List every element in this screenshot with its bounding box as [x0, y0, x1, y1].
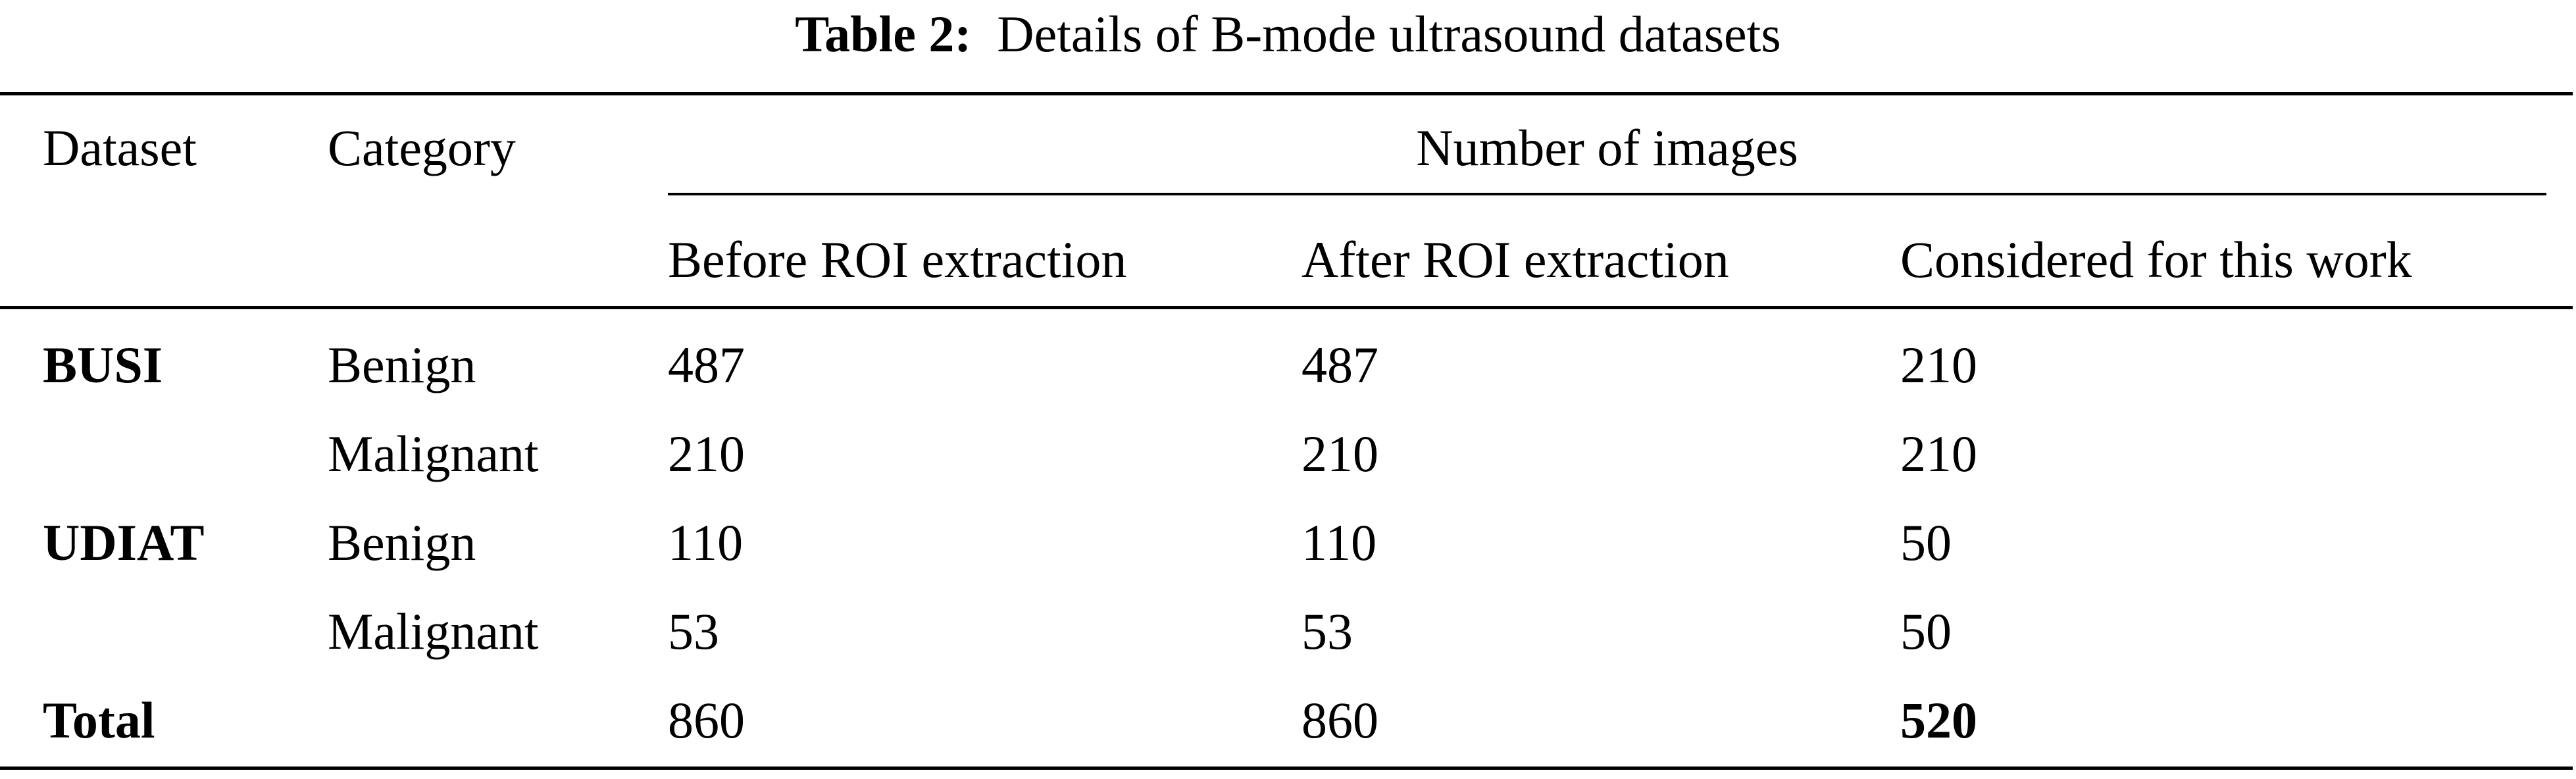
cell-dataset: BUSI	[43, 336, 163, 393]
cell-after: 210	[1301, 425, 1378, 482]
header-after-roi: After ROI extraction	[1301, 231, 1729, 288]
cell-category: Malignant	[328, 425, 539, 482]
cell-dataset: UDIAT	[43, 514, 205, 571]
cell-before: 210	[668, 425, 745, 482]
cell-considered: 210	[1900, 425, 1977, 482]
cell-category: Malignant	[328, 603, 539, 660]
cell-before: 53	[668, 603, 719, 660]
cell-after: 487	[1301, 336, 1378, 393]
cell-considered: 210	[1900, 336, 1977, 393]
cell-considered-total: 520	[1900, 691, 1977, 749]
header-considered: Considered for this work	[1900, 231, 2412, 288]
table-caption-label: Table 2:	[795, 5, 972, 63]
cell-considered: 50	[1900, 514, 1952, 571]
table-header-rule	[0, 306, 2573, 309]
cell-before: 860	[668, 691, 745, 749]
cell-after: 110	[1301, 514, 1377, 571]
cell-total-label: Total	[43, 691, 155, 749]
table-caption-text: Details of B-mode ultrasound datasets	[997, 5, 1781, 63]
header-category: Category	[328, 119, 516, 176]
header-number-of-images: Number of images	[1416, 119, 1798, 176]
header-dataset: Dataset	[43, 119, 197, 176]
cell-category: Benign	[328, 514, 476, 571]
table-caption: Table 2: Details of B-mode ultrasound da…	[0, 1, 2576, 67]
header-before-roi: Before ROI extraction	[668, 231, 1127, 288]
header-group-rule	[668, 193, 2546, 195]
cell-considered: 50	[1900, 603, 1952, 660]
table-bottom-rule	[0, 766, 2573, 770]
cell-before: 110	[668, 514, 744, 571]
cell-after: 53	[1301, 603, 1353, 660]
cell-before: 487	[668, 336, 745, 393]
cell-category: Benign	[328, 336, 476, 393]
table-top-rule	[0, 92, 2573, 95]
cell-after: 860	[1301, 691, 1378, 749]
